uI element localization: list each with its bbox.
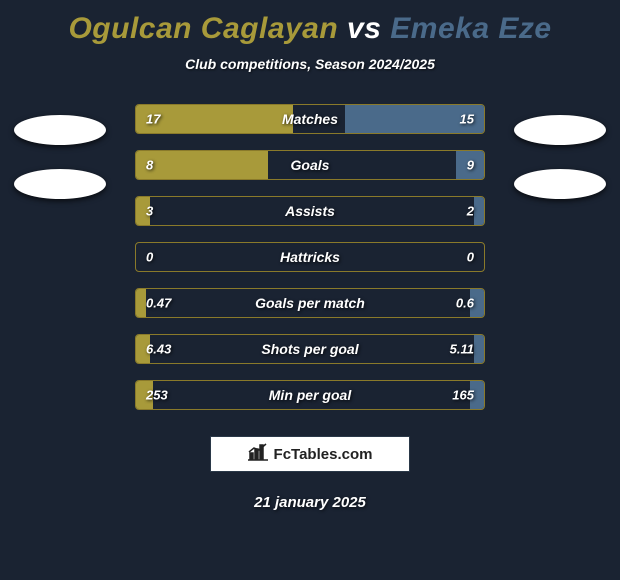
stat-label: Goals per match bbox=[136, 295, 484, 311]
subtitle: Club competitions, Season 2024/2025 bbox=[0, 56, 620, 72]
stat-label: Goals bbox=[136, 157, 484, 173]
stat-row: 89Goals bbox=[135, 150, 485, 180]
stat-label: Min per goal bbox=[136, 387, 484, 403]
stat-row: 253165Min per goal bbox=[135, 380, 485, 410]
player1-name: Ogulcan Caglayan bbox=[68, 12, 338, 45]
avatar-placeholder bbox=[14, 169, 106, 199]
footer-badge: FcTables.com bbox=[210, 436, 410, 472]
chart-icon bbox=[248, 443, 268, 466]
footer-site-name: FcTables.com bbox=[274, 446, 373, 463]
stats-list: 1715Matches 89Goals 32Assists 00Hattricks 0.… bbox=[135, 104, 485, 410]
player2-avatar-stack bbox=[514, 115, 606, 199]
stat-label: Matches bbox=[136, 111, 484, 127]
stat-row: 32Assists bbox=[135, 196, 485, 226]
stat-label: Hattricks bbox=[136, 249, 484, 265]
vs-text: vs bbox=[347, 12, 381, 45]
player2-name: Emeka Eze bbox=[390, 12, 551, 45]
stat-row: 00Hattricks bbox=[135, 242, 485, 272]
stat-row: 1715Matches bbox=[135, 104, 485, 134]
stat-row: 6.435.11Shots per goal bbox=[135, 334, 485, 364]
avatar-placeholder bbox=[514, 115, 606, 145]
player1-avatar-stack bbox=[14, 115, 106, 199]
stat-label: Shots per goal bbox=[136, 341, 484, 357]
stat-row: 0.470.6Goals per match bbox=[135, 288, 485, 318]
stat-label: Assists bbox=[136, 203, 484, 219]
comparison-title: Ogulcan Caglayan vs Emeka Eze bbox=[0, 0, 620, 46]
avatar-placeholder bbox=[14, 115, 106, 145]
date-text: 21 january 2025 bbox=[0, 494, 620, 511]
avatar-placeholder bbox=[514, 169, 606, 199]
